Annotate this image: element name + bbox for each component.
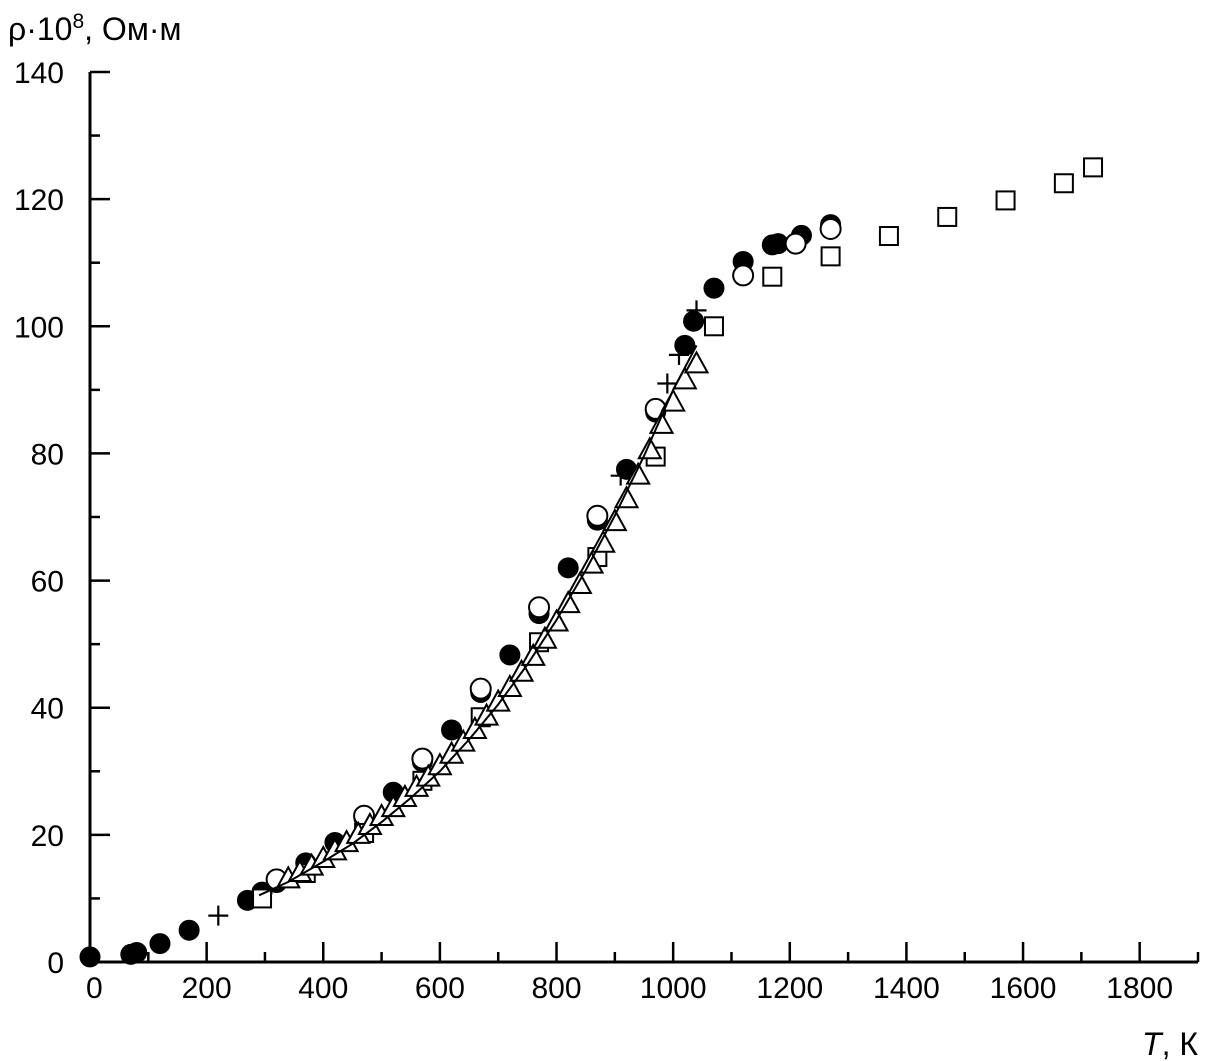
- x-tick-label: 1800: [1106, 972, 1173, 1005]
- y-tick-label: 100: [14, 311, 64, 344]
- point-filled-circle: [149, 933, 171, 955]
- y-axis-title: ρ·108, Ом·м: [8, 10, 181, 47]
- point-open-square: [1083, 157, 1104, 178]
- point-filled-circle: [178, 919, 200, 941]
- point-open-square: [1053, 173, 1074, 194]
- y-tick-label: 0: [47, 947, 64, 980]
- point-open-square: [878, 226, 899, 247]
- point-open-circle: [411, 747, 434, 770]
- point-open-circle: [469, 677, 492, 700]
- point-plus: [208, 905, 229, 926]
- point-open-triangle: [590, 529, 616, 553]
- x-tick-label: 600: [415, 972, 465, 1005]
- point-open-circle: [586, 504, 609, 527]
- point-plus: [610, 465, 631, 486]
- data-marks: [79, 157, 1104, 968]
- point-open-square: [820, 246, 841, 267]
- point-open-triangle: [508, 658, 535, 682]
- x-tick-label: 1600: [990, 972, 1057, 1005]
- point-open-square: [937, 206, 958, 227]
- x-tick-label: 1000: [640, 972, 707, 1005]
- point-filled-circle: [683, 310, 705, 332]
- point-plus: [657, 373, 678, 394]
- y-tick-label: 20: [31, 820, 64, 853]
- x-tick-label: 200: [182, 972, 232, 1005]
- point-open-square: [995, 190, 1016, 211]
- x-tick-label: 0: [86, 972, 103, 1005]
- x-tick-label: 1400: [873, 972, 940, 1005]
- axes: 0 200 400 600 800 1000 1200 1400 1600 1800 0 20 40 60…: [14, 57, 1200, 1005]
- y-tick-label: 80: [31, 438, 64, 471]
- y-tick-label: 40: [31, 693, 64, 726]
- point-open-circle: [784, 232, 807, 255]
- point-open-square: [252, 888, 273, 909]
- point-open-triangle: [485, 688, 511, 712]
- point-open-circle: [819, 218, 842, 241]
- y-tick-label: 60: [31, 566, 64, 599]
- point-filled-circle: [79, 946, 101, 968]
- fit-curve: [258, 344, 698, 897]
- x-axis-title: T, К: [1142, 1026, 1198, 1061]
- point-open-circle: [732, 264, 755, 287]
- point-filled-circle: [499, 644, 521, 666]
- point-filled-circle: [441, 719, 463, 741]
- y-tick-label: 120: [14, 184, 64, 217]
- point-open-triangle: [497, 673, 523, 698]
- y-tick-label: 140: [14, 57, 64, 90]
- point-open-circle: [528, 596, 551, 619]
- x-tick-label: 400: [298, 972, 348, 1005]
- point-open-triangle: [462, 715, 488, 739]
- x-tick-label: 800: [531, 972, 581, 1005]
- point-plus: [686, 300, 707, 321]
- point-open-square: [762, 266, 783, 287]
- x-tick-label: 1200: [756, 972, 823, 1005]
- point-open-triangle: [473, 702, 500, 726]
- point-filled-circle: [703, 277, 725, 299]
- point-open-square: [703, 316, 724, 337]
- point-filled-circle: [557, 557, 579, 579]
- point-plus: [668, 344, 689, 365]
- point-open-triangle: [683, 350, 710, 374]
- point-filled-circle: [126, 941, 148, 963]
